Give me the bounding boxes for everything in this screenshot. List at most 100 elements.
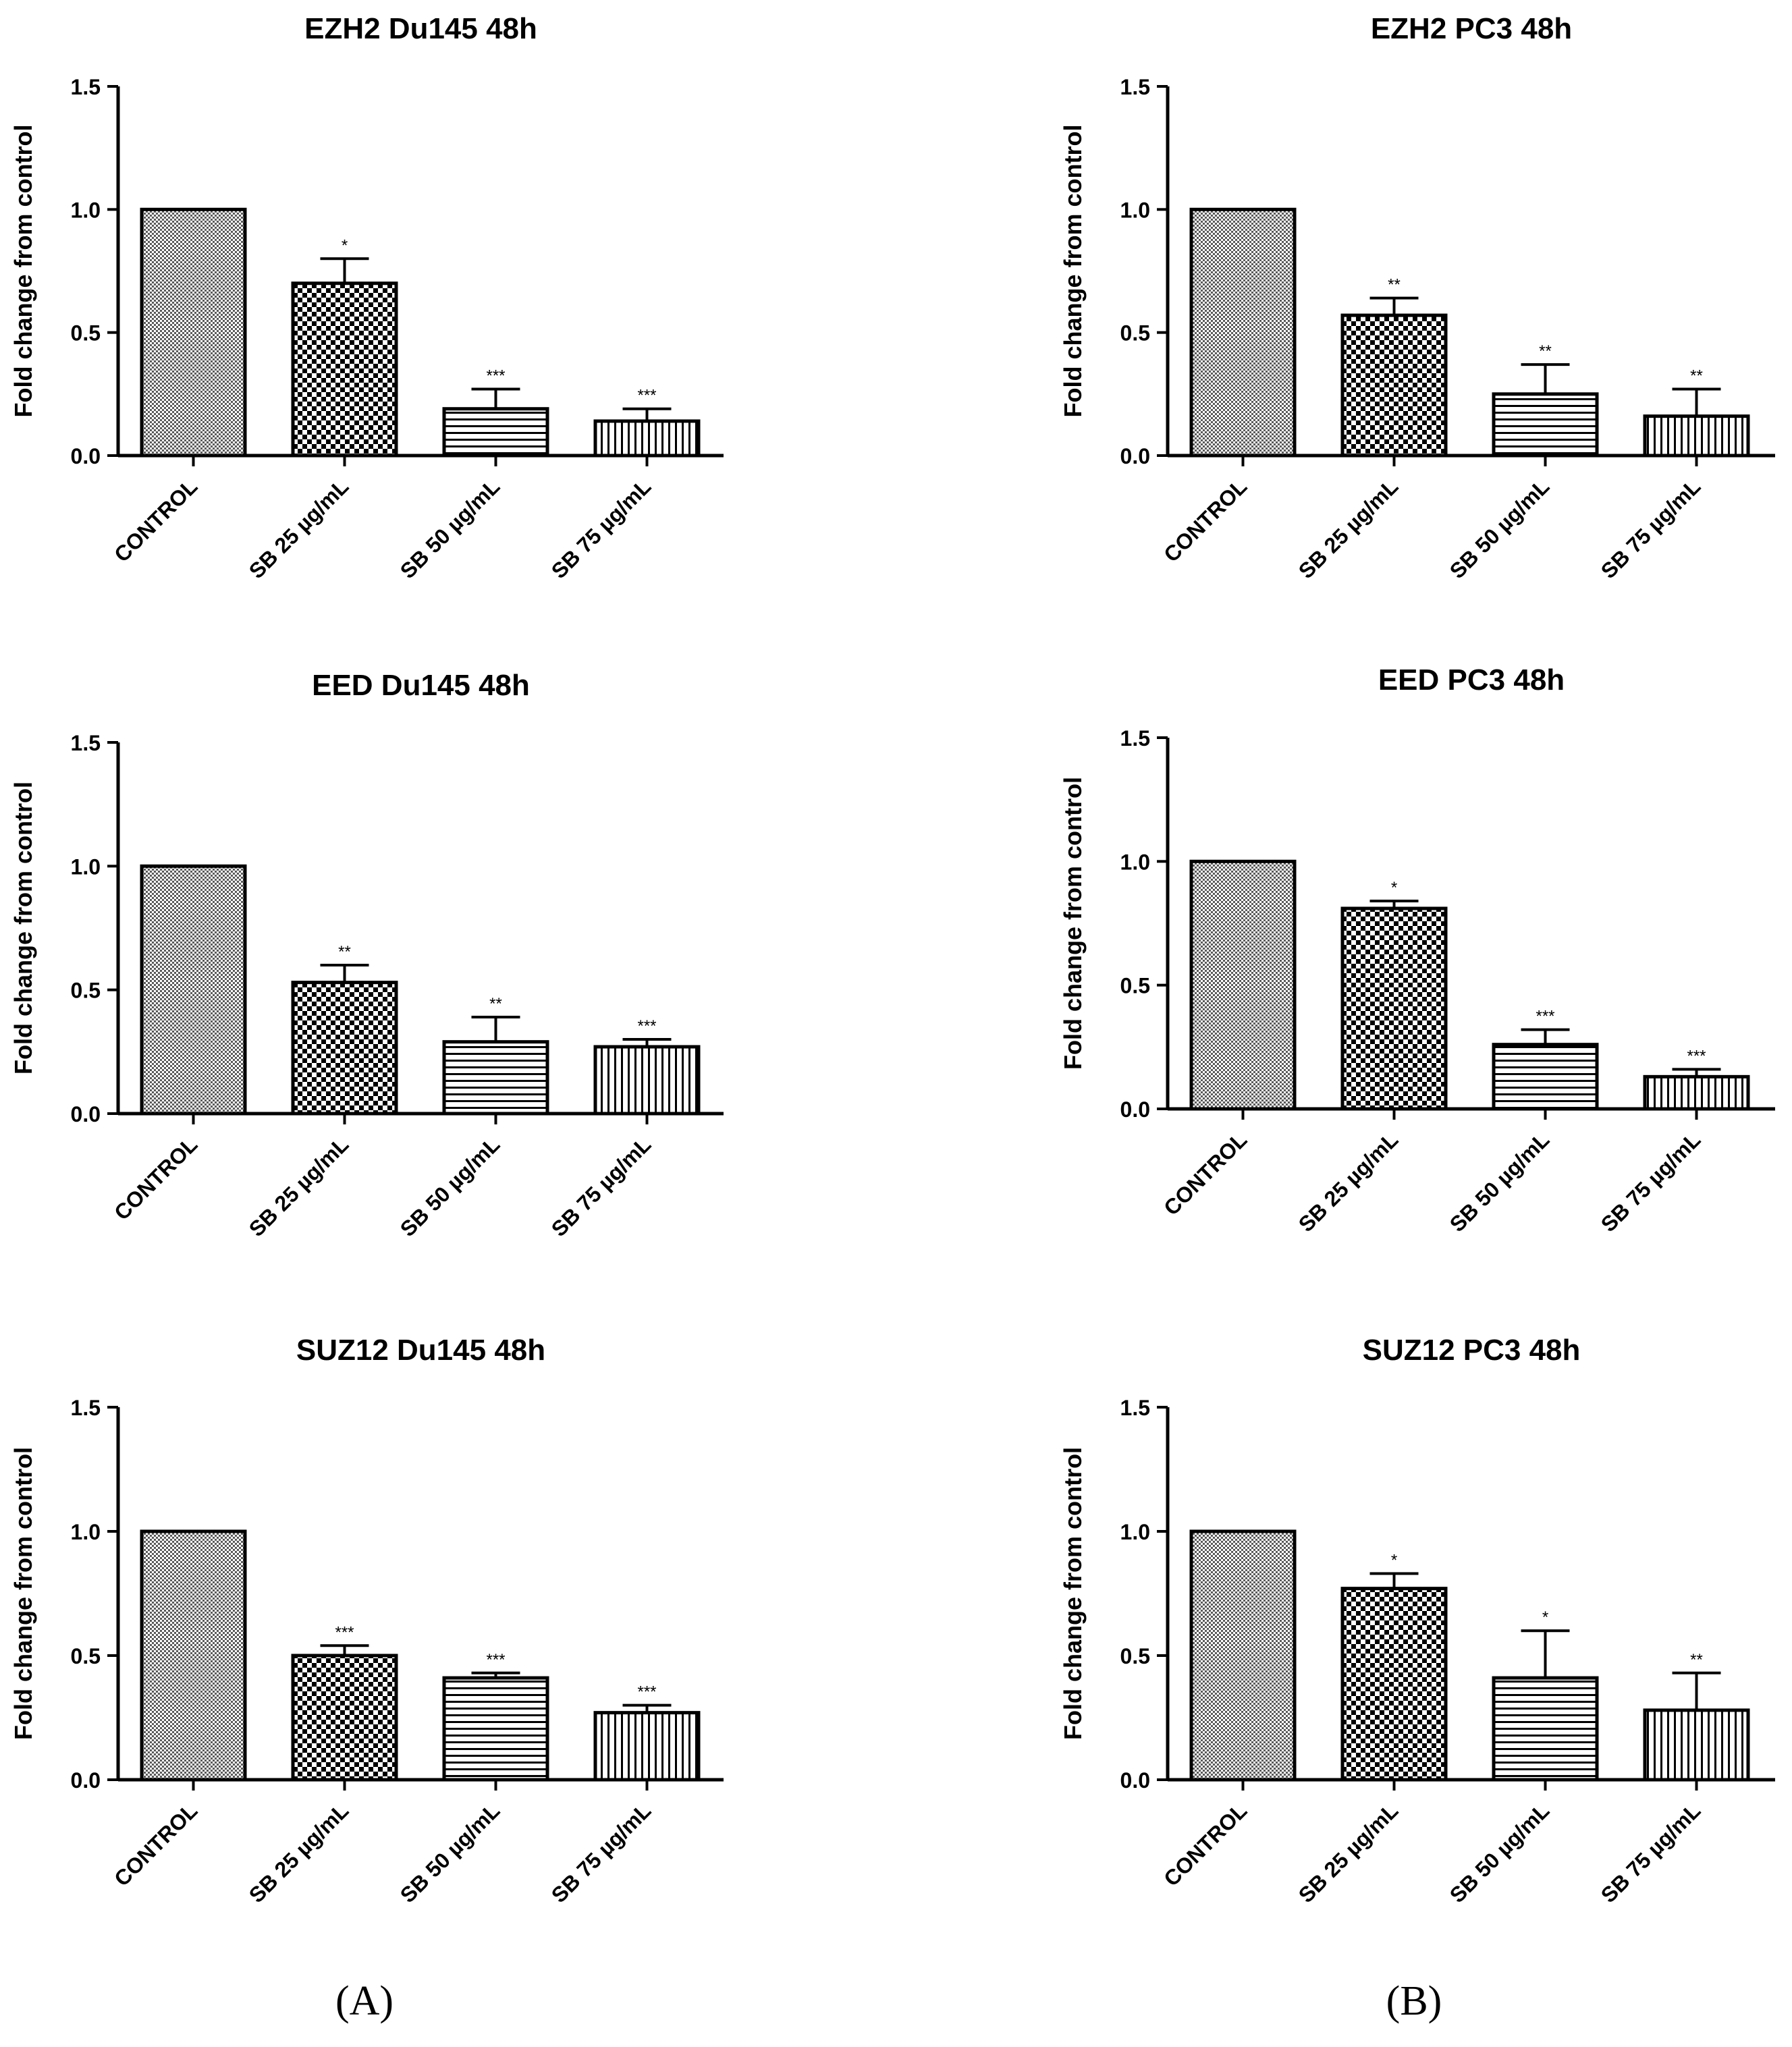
- x-tick-label: SB 50 µg/mL: [396, 474, 505, 583]
- y-tick-label: 0.5: [1120, 321, 1150, 346]
- significance-label: ***: [1536, 1008, 1554, 1026]
- bar: [1643, 414, 1750, 458]
- significance-label: ***: [637, 1017, 656, 1035]
- y-tick-label: 0.0: [1120, 1768, 1150, 1793]
- significance-label: **: [1690, 1651, 1703, 1669]
- bar: [140, 207, 247, 458]
- chart-title: EZH2 PC3 48h: [1371, 12, 1572, 45]
- significance-label: ***: [486, 1651, 505, 1669]
- x-tick-label: CONTROL: [1159, 474, 1251, 566]
- chart-panel-5: SUZ12 Du145 48h Fold change from control 0…: [9, 1334, 724, 1907]
- significance-label: *: [1542, 1608, 1548, 1627]
- chart-panel-4: EED PC3 48h Fold change from control 0.0 0.…: [1059, 663, 1775, 1236]
- y-tick-label: 1.0: [71, 1520, 101, 1544]
- significance-label: *: [342, 236, 348, 254]
- x-tick-label: SB 25 µg/mL: [1294, 474, 1403, 583]
- bar: [1643, 1074, 1750, 1111]
- y-tick-label: 1.5: [1120, 1396, 1150, 1420]
- x-tick-label: SB 25 µg/mL: [244, 474, 354, 583]
- charts-container: EZH2 Du145 48h Fold change from control 0.…: [9, 12, 1775, 1907]
- x-tick-label: SB 25 µg/mL: [244, 1798, 354, 1907]
- y-tick-label: 1.5: [71, 1396, 101, 1420]
- y-tick-label: 1.5: [1120, 75, 1150, 99]
- y-axis-label: Fold change from control: [1059, 1447, 1087, 1740]
- y-axis-label: Fold change from control: [1059, 777, 1087, 1070]
- chart-title: SUZ12 PC3 48h: [1363, 1334, 1581, 1367]
- y-tick-label: 1.0: [1120, 1520, 1150, 1544]
- panel-label-b: (B): [1386, 1978, 1442, 2024]
- bar: [593, 1711, 701, 1782]
- x-tick-label: CONTROL: [1159, 1127, 1251, 1220]
- y-tick-label: 0.0: [71, 1102, 101, 1126]
- bar: [593, 419, 701, 458]
- y-tick-label: 0.0: [71, 444, 101, 468]
- bar: [291, 1654, 398, 1782]
- x-tick-label: SB 75 µg/mL: [1596, 474, 1706, 583]
- significance-label: ***: [637, 1683, 656, 1701]
- x-tick-label: SB 75 µg/mL: [547, 1132, 656, 1241]
- chart-title: EZH2 Du145 48h: [304, 12, 537, 45]
- y-tick-label: 1.5: [71, 75, 101, 99]
- y-tick-label: 0.5: [1120, 1644, 1150, 1668]
- bar: [442, 1676, 549, 1782]
- y-tick-label: 1.5: [1120, 726, 1150, 750]
- x-tick-label: SB 50 µg/mL: [1445, 474, 1554, 583]
- y-axis-label: Fold change from control: [1059, 124, 1087, 417]
- y-tick-label: 0.0: [1120, 1097, 1150, 1122]
- x-tick-label: SB 25 µg/mL: [1294, 1798, 1403, 1907]
- x-tick-label: CONTROL: [109, 1132, 202, 1224]
- y-axis-label: Fold change from control: [9, 124, 37, 417]
- bar: [140, 1529, 247, 1782]
- y-tick-label: 0.5: [1120, 974, 1150, 998]
- significance-label: *: [1391, 1552, 1397, 1570]
- x-tick-label: SB 75 µg/mL: [1596, 1798, 1706, 1907]
- y-tick-label: 1.5: [71, 731, 101, 755]
- y-tick-label: 0.0: [71, 1768, 101, 1793]
- chart-panel-3: EED Du145 48h Fold change from control 0.0…: [9, 669, 724, 1241]
- significance-label: *: [1391, 879, 1397, 897]
- significance-label: ***: [1687, 1047, 1706, 1065]
- y-tick-label: 1.0: [1120, 850, 1150, 874]
- bar: [442, 1040, 549, 1116]
- significance-label: **: [1539, 342, 1552, 360]
- x-tick-label: SB 75 µg/mL: [1596, 1127, 1706, 1236]
- chart-title: EED PC3 48h: [1378, 663, 1565, 697]
- y-axis-label: Fold change from control: [9, 1447, 37, 1740]
- bar: [1189, 207, 1297, 458]
- y-tick-label: 1.0: [1120, 198, 1150, 222]
- chart-title: EED Du145 48h: [312, 669, 530, 702]
- bar: [1492, 1676, 1599, 1782]
- significance-label: ***: [637, 387, 656, 405]
- y-axis-label: Fold change from control: [9, 782, 37, 1074]
- y-tick-label: 0.0: [1120, 444, 1150, 468]
- x-tick-label: CONTROL: [1159, 1798, 1251, 1890]
- x-tick-label: SB 75 µg/mL: [547, 474, 656, 583]
- bar: [1189, 859, 1297, 1111]
- significance-label: **: [1388, 276, 1401, 294]
- bar: [1340, 906, 1448, 1111]
- bar: [291, 281, 398, 458]
- x-tick-label: SB 75 µg/mL: [547, 1798, 656, 1907]
- y-tick-label: 1.0: [71, 198, 101, 222]
- bar: [1643, 1708, 1750, 1782]
- significance-label: **: [489, 995, 502, 1013]
- chart-panel-2: EZH2 PC3 48h Fold change from control 0.0 0…: [1059, 12, 1775, 583]
- x-tick-label: CONTROL: [109, 1798, 202, 1890]
- bar: [140, 864, 247, 1116]
- bar: [1492, 1043, 1599, 1111]
- x-tick-label: CONTROL: [109, 474, 202, 566]
- x-tick-label: SB 50 µg/mL: [396, 1132, 505, 1241]
- bar: [291, 981, 398, 1116]
- chart-title: SUZ12 Du145 48h: [296, 1334, 545, 1367]
- y-tick-label: 0.5: [71, 979, 101, 1003]
- significance-label: **: [1690, 367, 1703, 385]
- bar: [593, 1045, 701, 1116]
- bar: [442, 407, 549, 458]
- significance-label: ***: [486, 367, 505, 385]
- y-tick-label: 0.5: [71, 1644, 101, 1668]
- significance-label: ***: [335, 1623, 354, 1641]
- panel-label-a: (A): [335, 1978, 393, 2024]
- x-tick-label: SB 50 µg/mL: [1445, 1127, 1554, 1236]
- bar: [1340, 313, 1448, 458]
- x-tick-label: SB 50 µg/mL: [1445, 1798, 1554, 1907]
